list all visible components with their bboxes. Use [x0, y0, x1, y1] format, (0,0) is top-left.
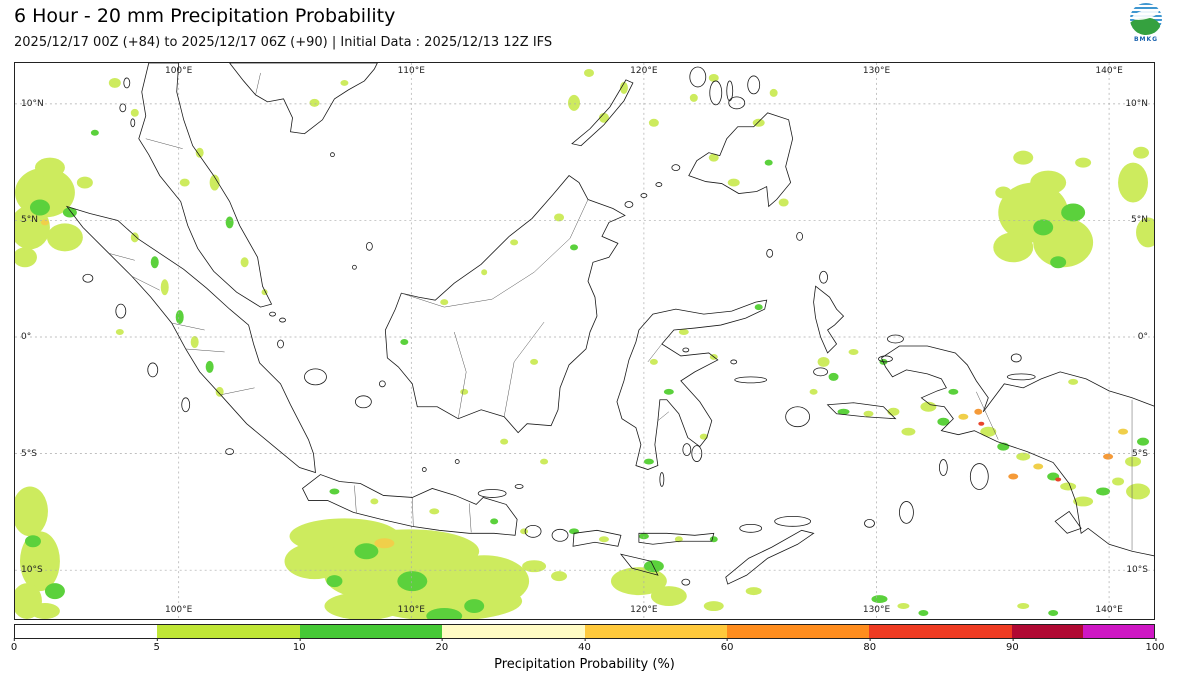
colorbar-tick-5: 5: [153, 638, 160, 653]
map-panel: 100°E 100°E 110°E 110°E 120°E 120°E 130°E 130°E…: [14, 62, 1155, 620]
bmkg-globe-icon: [1130, 3, 1162, 35]
colorbar-tick-0: 0: [10, 638, 18, 653]
colorbar-segment-0-5: [15, 625, 158, 638]
colorbar-tick-100: 100: [1145, 638, 1165, 653]
colorbar-segment-10-20: [299, 625, 443, 638]
colorbar-segment-20-40: [442, 625, 585, 638]
colorbar-segment-95-100: [1082, 625, 1154, 638]
coastlines: [65, 63, 1154, 586]
indonesia-map: [15, 63, 1154, 619]
colorbar-tick-20: 20: [435, 638, 449, 653]
colorbar-segment-60-80: [726, 625, 870, 638]
colorbar-segment-5-10: [157, 625, 300, 638]
page-title: 6 Hour - 20 mm Precipitation Probability: [14, 5, 396, 27]
bmkg-logo: BMKG: [1124, 3, 1168, 43]
forecast-period-subtitle: 2025/12/17 00Z (+84) to 2025/12/17 06Z (…: [14, 35, 553, 50]
colorbar-title: Precipitation Probability (%): [494, 657, 675, 672]
colorbar: [14, 624, 1155, 639]
colorbar-tick-60: 60: [720, 638, 734, 653]
colorbar-tick-80: 80: [863, 638, 877, 653]
colorbar-segment-80-90: [869, 625, 1012, 638]
colorbar-tick-90: 90: [1006, 638, 1019, 653]
precipitation-probability-layer: [15, 68, 1154, 619]
colorbar-segment-40-60: [584, 625, 727, 638]
graticule-gridlines: [15, 63, 1154, 619]
bmkg-logo-label: BMKG: [1133, 36, 1159, 43]
colorbar-tick-40: 40: [578, 638, 591, 653]
colorbar-ticks: 0 5 10 20 40 60 80 90 100: [10, 638, 1165, 655]
colorbar-segment-90-95: [1011, 625, 1083, 638]
colorbar-tick-10: 10: [292, 638, 306, 653]
admin-boundaries: [108, 72, 1133, 551]
